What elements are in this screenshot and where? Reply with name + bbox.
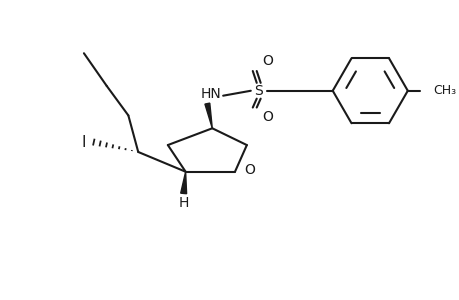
Text: H: H: [178, 196, 189, 210]
Text: HN: HN: [201, 87, 221, 101]
Text: O: O: [243, 163, 254, 177]
Polygon shape: [180, 172, 186, 194]
Polygon shape: [204, 103, 212, 128]
Text: S: S: [254, 84, 263, 98]
Text: CH₃: CH₃: [432, 84, 456, 97]
Text: O: O: [262, 110, 273, 124]
Text: I: I: [81, 135, 86, 150]
Text: O: O: [262, 54, 273, 68]
